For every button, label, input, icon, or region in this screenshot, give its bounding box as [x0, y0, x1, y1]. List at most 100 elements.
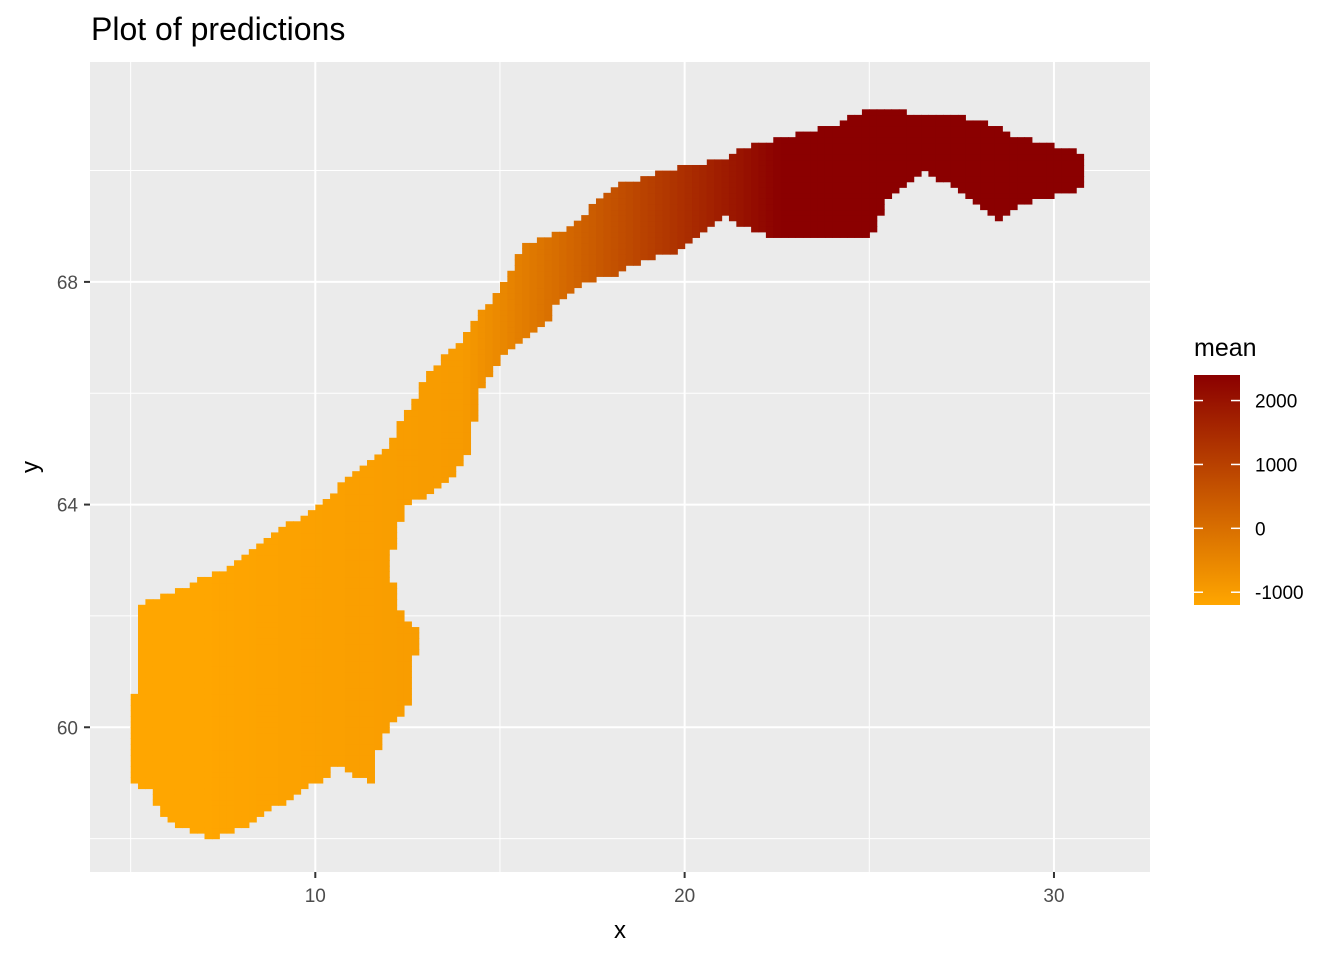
raster-cell	[167, 638, 176, 645]
raster-cell	[219, 632, 228, 639]
raster-cell	[595, 198, 604, 205]
raster-cell	[884, 137, 893, 144]
raster-cell	[396, 504, 405, 511]
raster-cell	[418, 398, 427, 405]
legend-colorbar	[1194, 375, 1240, 605]
raster-cell	[824, 137, 833, 144]
raster-cell	[330, 499, 339, 506]
raster-cell	[197, 643, 206, 650]
raster-cell	[152, 660, 161, 667]
raster-cell	[396, 476, 405, 483]
raster-cell	[204, 704, 213, 712]
raster-cell	[189, 777, 198, 784]
raster-cell	[573, 281, 582, 289]
raster-cell	[204, 771, 213, 778]
raster-cell	[640, 209, 649, 216]
raster-cell	[174, 755, 183, 762]
raster-cell	[352, 532, 361, 539]
raster-cell	[263, 771, 272, 778]
raster-cell	[359, 576, 368, 584]
raster-cell	[839, 203, 848, 211]
raster-cell	[352, 554, 361, 561]
raster-cell	[226, 810, 235, 817]
raster-cell	[211, 615, 220, 623]
raster-cell	[1046, 176, 1055, 183]
raster-cell	[507, 304, 516, 311]
raster-cell	[337, 710, 346, 717]
raster-cell	[448, 359, 457, 367]
raster-cell	[440, 415, 449, 422]
raster-cell	[145, 699, 154, 706]
raster-cell	[765, 159, 774, 166]
raster-cell	[219, 588, 228, 595]
raster-cell	[876, 109, 885, 116]
raster-cell	[241, 571, 250, 578]
raster-cell	[448, 415, 457, 422]
raster-cell	[315, 682, 324, 689]
raster-cell	[972, 148, 981, 155]
raster-cell	[957, 114, 966, 122]
raster-cell	[197, 805, 206, 812]
raster-cell	[921, 120, 929, 127]
raster-cell	[352, 471, 361, 478]
raster-cell	[359, 749, 368, 756]
raster-cell	[300, 782, 309, 790]
raster-cell	[278, 649, 287, 656]
raster-cell	[197, 732, 206, 739]
raster-cell	[285, 738, 294, 745]
raster-cell	[610, 203, 619, 211]
raster-cell	[514, 298, 523, 305]
raster-cell	[610, 198, 619, 205]
raster-cell	[330, 699, 339, 706]
raster-cell	[1017, 187, 1026, 194]
raster-cell	[433, 482, 442, 489]
raster-cell	[950, 153, 959, 161]
raster-cell	[189, 604, 198, 611]
raster-cell	[197, 749, 206, 756]
raster-cell	[300, 654, 309, 662]
raster-cell	[241, 565, 250, 572]
raster-cell	[684, 192, 693, 199]
raster-cell	[160, 810, 169, 817]
raster-cell	[285, 621, 294, 628]
raster-cell	[433, 437, 442, 444]
raster-cell	[389, 716, 398, 723]
raster-cell	[315, 777, 324, 784]
raster-cell	[773, 187, 782, 194]
raster-cell	[1046, 153, 1055, 161]
raster-cell	[728, 187, 737, 194]
raster-cell	[765, 176, 774, 183]
raster-cell	[396, 704, 405, 712]
raster-cell	[492, 332, 501, 339]
raster-cell	[522, 276, 531, 283]
raster-cell	[477, 359, 486, 367]
raster-cell	[381, 721, 390, 728]
raster-cell	[433, 398, 442, 405]
raster-cell	[507, 281, 516, 289]
raster-cell	[344, 693, 353, 701]
raster-cell	[160, 638, 169, 645]
raster-cell	[167, 805, 176, 812]
raster-cell	[211, 777, 220, 784]
raster-cell	[588, 270, 597, 277]
raster-cell	[145, 777, 154, 784]
raster-cell	[130, 727, 139, 734]
raster-cell	[337, 582, 346, 589]
raster-cell	[189, 704, 198, 712]
raster-cell	[293, 649, 302, 656]
raster-cell	[906, 114, 915, 122]
raster-cell	[367, 465, 375, 472]
raster-cell	[263, 643, 272, 650]
raster-cell	[1009, 187, 1018, 194]
raster-cell	[980, 170, 989, 177]
raster-cell	[832, 215, 841, 222]
raster-cell	[226, 794, 235, 801]
raster-cell	[241, 682, 250, 689]
raster-cell	[389, 448, 398, 456]
raster-cell	[293, 693, 302, 701]
raster-cell	[367, 549, 375, 556]
raster-cell	[182, 693, 191, 701]
raster-cell	[632, 209, 641, 216]
raster-cell	[898, 109, 907, 116]
raster-cell	[403, 671, 412, 678]
